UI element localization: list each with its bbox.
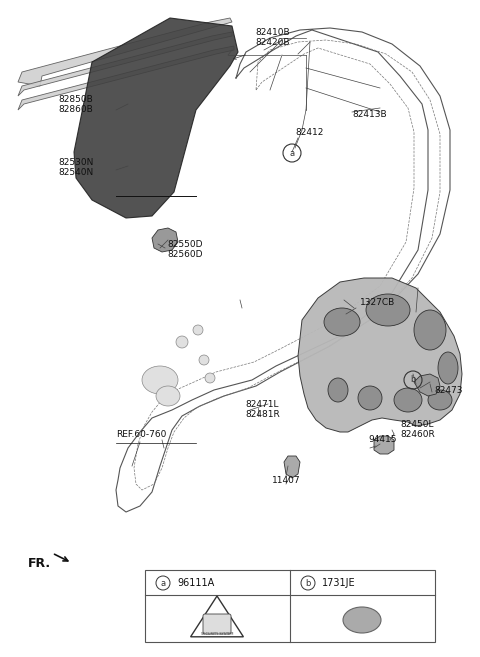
Text: a: a <box>289 148 295 158</box>
Ellipse shape <box>394 388 422 412</box>
FancyBboxPatch shape <box>203 614 231 634</box>
Text: 96111A: 96111A <box>177 578 214 588</box>
Text: b: b <box>410 376 416 384</box>
Polygon shape <box>284 456 300 478</box>
Text: 82410B
82420B: 82410B 82420B <box>255 28 289 47</box>
Text: 11407: 11407 <box>272 476 300 485</box>
Text: 1731JE: 1731JE <box>322 578 356 588</box>
Text: 94415: 94415 <box>368 435 396 444</box>
Polygon shape <box>18 32 232 96</box>
Ellipse shape <box>324 308 360 336</box>
Polygon shape <box>18 18 232 86</box>
Text: 82530N
82540N: 82530N 82540N <box>58 158 94 177</box>
Text: 82471L
82481R: 82471L 82481R <box>245 400 280 419</box>
Ellipse shape <box>176 336 188 348</box>
Ellipse shape <box>193 325 203 335</box>
Polygon shape <box>191 596 243 637</box>
Polygon shape <box>374 436 394 454</box>
Text: 82850B
82860B: 82850B 82860B <box>58 95 93 114</box>
Text: 82450L
82460R: 82450L 82460R <box>400 420 435 440</box>
Text: 82413B: 82413B <box>352 110 386 119</box>
Polygon shape <box>414 374 440 396</box>
Ellipse shape <box>438 352 458 384</box>
Ellipse shape <box>414 310 446 350</box>
Text: 1327CB: 1327CB <box>360 298 395 307</box>
Polygon shape <box>74 18 238 218</box>
Text: FR.: FR. <box>28 557 51 570</box>
Text: a: a <box>160 579 166 587</box>
Ellipse shape <box>358 386 382 410</box>
Polygon shape <box>152 228 178 252</box>
Text: 82412: 82412 <box>295 128 324 137</box>
Ellipse shape <box>428 390 452 410</box>
Text: REF.60-760: REF.60-760 <box>116 430 167 439</box>
Ellipse shape <box>156 386 180 406</box>
Ellipse shape <box>199 355 209 365</box>
Ellipse shape <box>142 366 178 394</box>
FancyBboxPatch shape <box>145 570 435 642</box>
Ellipse shape <box>328 378 348 402</box>
Ellipse shape <box>205 373 215 383</box>
Text: 82550D
82560D: 82550D 82560D <box>167 240 203 260</box>
Ellipse shape <box>343 607 381 633</box>
Ellipse shape <box>366 294 410 326</box>
Polygon shape <box>298 278 462 432</box>
Text: 82473: 82473 <box>434 386 463 395</box>
Polygon shape <box>18 46 234 110</box>
Text: SECURITY SYSTEM: SECURITY SYSTEM <box>201 632 233 636</box>
Text: b: b <box>305 579 311 587</box>
